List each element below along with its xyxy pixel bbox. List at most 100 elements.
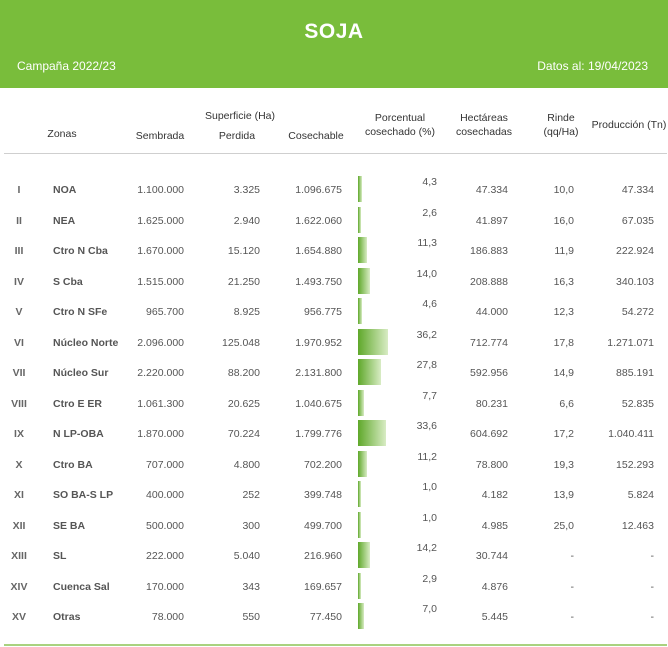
col-header-rinde-line1: Rinde xyxy=(547,112,575,124)
rinde-value: 19,3 xyxy=(553,458,574,471)
produccion-value: 54.272 xyxy=(621,306,654,318)
produccion-value: 67.035 xyxy=(621,214,654,227)
table-row: XIII SL 222.000 5.040 216.960 14,2 30.744 - - xyxy=(0,540,668,570)
table-row: III Ctro N Cba 1.670.000 15.120 1.654.880 11,… xyxy=(0,235,668,265)
cosechable-value: 1.799.776 xyxy=(295,428,342,440)
col-header-perdida: Perdida xyxy=(218,130,256,142)
table-row: IX N LP-OBA 1.870.000 70.224 1.799.776 33,6 60… xyxy=(0,418,668,448)
row-number: IV xyxy=(14,275,24,288)
rinde-value: 16,3 xyxy=(553,275,574,288)
pct-value: 2,6 xyxy=(422,206,437,219)
cosechable-value: 169.657 xyxy=(304,580,342,593)
perdida-value: 4.800 xyxy=(233,458,260,471)
perdida-value: 20.625 xyxy=(227,397,260,410)
col-header-zonas: Zonas xyxy=(47,128,77,140)
sembrada-value: 170.000 xyxy=(146,580,184,593)
zone-name: Núcleo Sur xyxy=(53,367,109,379)
row-number: XII xyxy=(12,519,26,532)
perdida-value: 2.940 xyxy=(233,214,260,227)
cosechable-value: 399.748 xyxy=(304,489,342,501)
data-date-label: Datos al: 19/04/2023 xyxy=(537,59,648,73)
produccion-value: 152.293 xyxy=(616,458,654,471)
rinde-value: 6,6 xyxy=(559,397,574,410)
cosechable-value: 1.040.675 xyxy=(295,397,342,410)
pct-value: 1,0 xyxy=(422,481,437,493)
cosechable-value: 2.131.800 xyxy=(295,367,342,379)
produccion-value: 340.103 xyxy=(616,275,654,288)
zone-name: Núcleo Norte xyxy=(53,336,119,349)
rinde-value: 14,9 xyxy=(553,367,574,379)
perdida-value: 70.224 xyxy=(227,428,260,440)
zone-name: Otras xyxy=(53,611,81,623)
row-number: XI xyxy=(14,489,24,501)
hectareas-value: 592.956 xyxy=(470,367,508,379)
zone-name: SL xyxy=(53,550,67,562)
produccion-value: 5.824 xyxy=(627,489,654,501)
produccion-value: 885.191 xyxy=(616,367,654,379)
pct-value: 11,2 xyxy=(417,450,437,463)
row-number: XIV xyxy=(10,580,28,593)
cosechable-value: 499.700 xyxy=(304,519,342,532)
cosechable-value: 1.493.750 xyxy=(295,275,342,288)
pct-bar xyxy=(358,237,368,263)
col-header-hectareas-line2: cosechadas xyxy=(455,126,513,138)
hectareas-value: 41.897 xyxy=(475,214,508,227)
row-number: X xyxy=(15,458,23,471)
sembrada-value: 1.670.000 xyxy=(137,245,184,257)
row-number: II xyxy=(16,214,22,227)
rinde-value: - xyxy=(570,580,575,593)
pct-value: 4,3 xyxy=(422,176,437,188)
table-row: XIV Cuenca Sal 170.000 343 169.657 2,9 4.876 - - xyxy=(0,571,668,601)
table-row: IV S Cba 1.515.000 21.250 1.493.750 14,0 208.8… xyxy=(0,266,668,296)
produccion-value: 47.334 xyxy=(621,184,654,196)
row-number: XIII xyxy=(11,550,27,562)
table-row: VIII Ctro E ER 1.061.300 20.625 1.040.675 7,7… xyxy=(0,388,668,418)
header-banner: SOJA Campaña 2022/23 Datos al: 19/04/202… xyxy=(0,0,668,88)
hectareas-value: 208.888 xyxy=(470,275,508,288)
pct-value: 14,2 xyxy=(416,542,437,554)
rinde-value: 11,9 xyxy=(554,245,574,257)
perdida-value: 3.325 xyxy=(233,184,260,196)
col-header-rinde-line2: (qq/Ha) xyxy=(543,126,579,138)
cosechable-value: 1.622.060 xyxy=(295,214,342,227)
hectareas-value: 604.692 xyxy=(470,428,508,440)
produccion-value: 52.835 xyxy=(621,397,654,410)
hectareas-value: 5.445 xyxy=(481,611,508,623)
pct-value: 27,8 xyxy=(416,359,437,371)
sembrada-value: 2.220.000 xyxy=(137,367,184,379)
produccion-value: 222.924 xyxy=(616,245,654,257)
perdida-value: 88.200 xyxy=(227,367,260,379)
perdida-value: 550 xyxy=(242,611,260,623)
pct-bar xyxy=(358,542,370,568)
produccion-value: 1.271.071 xyxy=(607,336,654,349)
sembrada-value: 1.625.000 xyxy=(137,214,184,227)
col-header-porcentual-line2: cosechado (%) xyxy=(364,126,436,138)
sembrada-value: 500.000 xyxy=(146,519,184,532)
pct-value: 4,6 xyxy=(422,298,437,310)
zone-name: NOA xyxy=(53,184,77,196)
rinde-value: 16,0 xyxy=(553,214,574,227)
zone-name: Ctro E ER xyxy=(53,397,103,410)
zone-name: Ctro N SFe xyxy=(53,306,108,318)
rinde-value: 17,2 xyxy=(553,428,574,440)
pct-value: 14,0 xyxy=(416,267,437,280)
produccion-value: - xyxy=(650,611,655,623)
hectareas-value: 4.985 xyxy=(481,519,508,532)
sembrada-value: 78.000 xyxy=(151,611,184,623)
pct-value: 1,0 xyxy=(422,511,437,524)
col-header-hectareas-line1: Hectáreas xyxy=(460,112,508,124)
pct-bar xyxy=(358,328,388,355)
cosechable-value: 702.200 xyxy=(304,458,342,471)
sembrada-value: 222.000 xyxy=(146,550,184,562)
hectareas-value: 4.182 xyxy=(481,489,508,501)
pct-bar xyxy=(358,420,386,446)
sembrada-value: 1.061.300 xyxy=(137,397,184,410)
zone-name: SE BA xyxy=(53,519,86,532)
zone-name: Ctro BA xyxy=(53,458,93,471)
produccion-value: 12.463 xyxy=(621,519,654,532)
perdida-value: 252 xyxy=(242,489,260,501)
pct-bar xyxy=(358,359,382,385)
table-row: II NEA 1.625.000 2.940 1.622.060 2,6 41.897 16,… xyxy=(0,205,668,235)
pct-bar xyxy=(358,389,365,416)
col-header-porcentual-line1: Porcentual xyxy=(374,112,426,124)
